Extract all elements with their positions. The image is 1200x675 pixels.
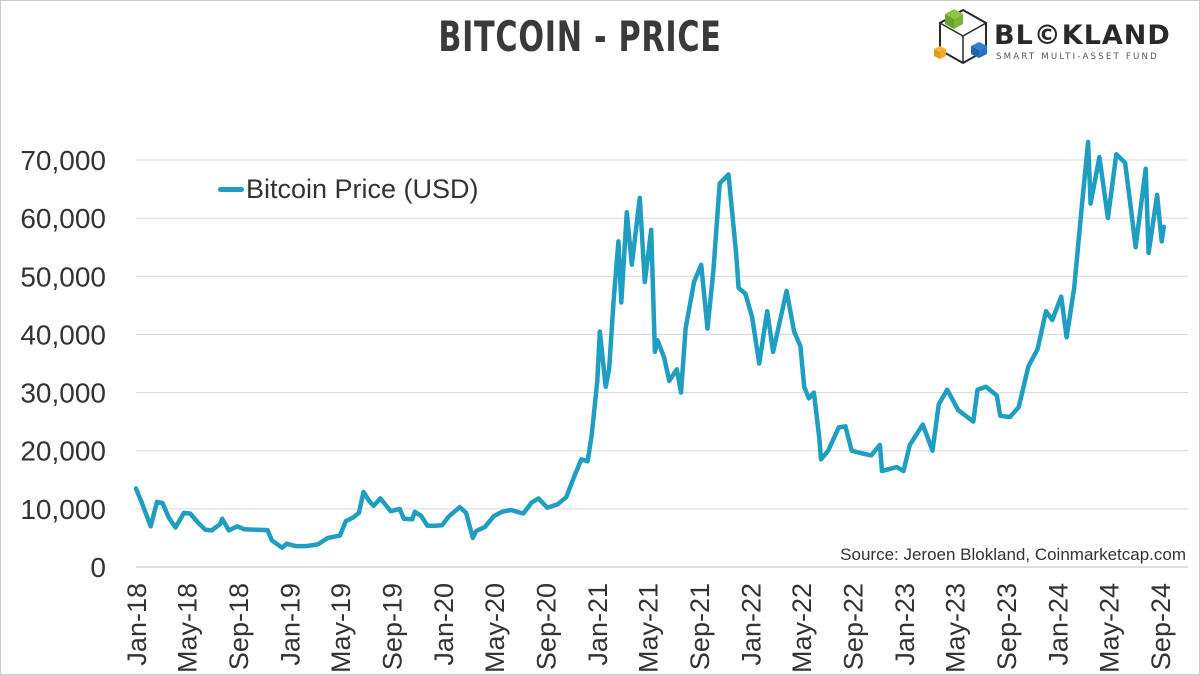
brand-logo: BL©KLAND SMART MULTI-ASSET FUND [934,8,1194,70]
x-tick-label: May-23 [940,583,970,673]
y-tick-label: 60,000 [20,203,106,234]
x-axis-tick-labels: Jan-18 May-18 Sep-18 Jan-19 May-19 Sep-19 Jan-… [122,583,1176,673]
x-tick-label: May-22 [787,583,817,673]
x-tick-label: May-24 [1094,583,1124,673]
y-tick-label: 0 [90,552,106,583]
source-note: Source: Jeroen Blokland, Coinmarketcap.c… [840,545,1186,564]
cube-logo-icon [934,8,988,65]
brand-name: BL©KLAND [994,20,1171,51]
x-tick-label: Sep-22 [839,583,869,670]
x-tick-label: Sep-20 [532,583,562,670]
x-tick-label: Jan-19 [275,583,305,666]
brand-tagline: SMART MULTI-ASSET FUND [996,52,1159,62]
x-tick-label: Jan-18 [122,583,152,666]
y-tick-label: 10,000 [20,494,106,525]
y-tick-label: 70,000 [20,145,106,176]
x-tick-label: May-21 [633,583,663,673]
y-axis-tick-labels: 0 10,000 20,000 30,000 40,000 50,000 60,000 70,… [20,145,106,583]
y-tick-label: 30,000 [20,378,106,409]
x-tick-label: May-19 [326,583,356,673]
legend-label: Bitcoin Price (USD) [246,174,479,204]
x-tick-label: May-20 [480,583,510,673]
x-tick-label: Sep-21 [685,583,715,670]
gridlines [136,159,1188,568]
x-tick-label: Sep-19 [378,583,408,670]
x-tick-label: Sep-18 [224,583,254,670]
x-tick-label: Sep-24 [1146,583,1176,670]
y-tick-label: 50,000 [20,261,106,292]
legend-swatch [218,187,244,192]
x-tick-label: Jan-20 [429,583,459,666]
x-tick-label: Jan-24 [1043,583,1073,666]
x-tick-label: Jan-22 [736,583,766,666]
x-tick-label: Jan-23 [890,583,920,666]
x-tick-label: May-18 [172,583,202,673]
chart-title: BITCOIN - PRICE [438,12,722,61]
x-tick-label: Sep-23 [992,583,1022,670]
y-tick-label: 20,000 [20,436,106,467]
series-line-bitcoin-price [133,139,1167,551]
y-tick-label: 40,000 [20,319,106,350]
x-tick-label: Jan-21 [583,583,613,666]
